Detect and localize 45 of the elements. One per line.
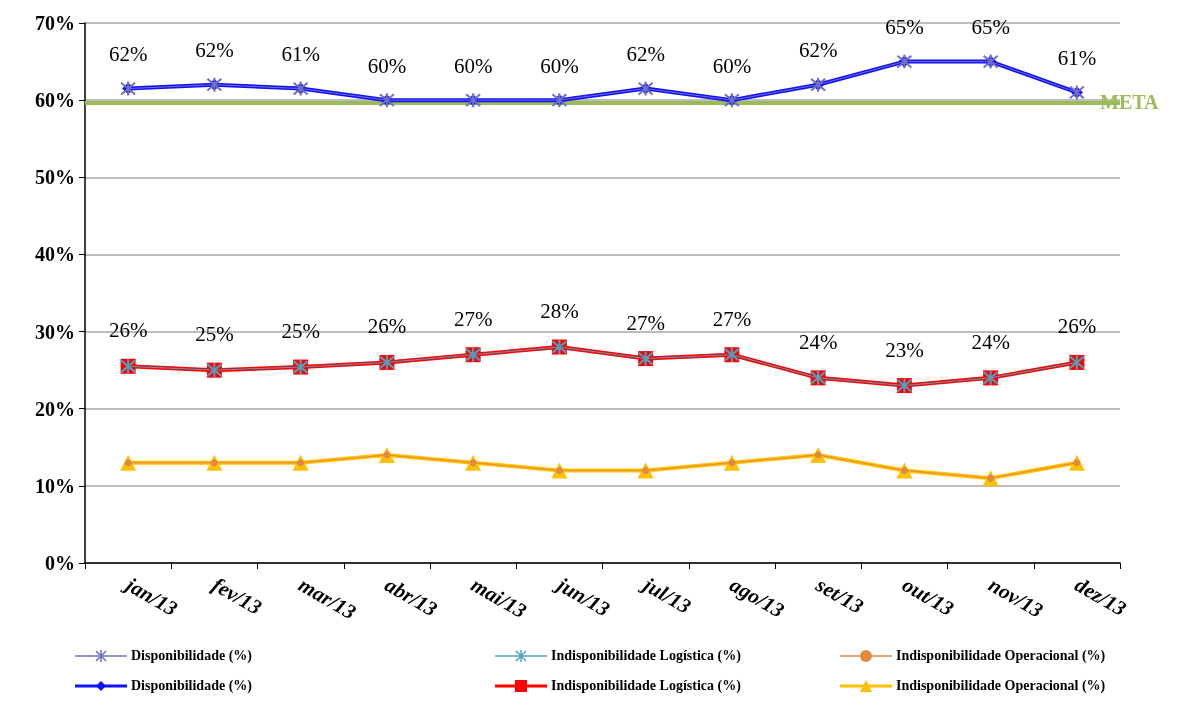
data-label: 27% xyxy=(453,306,493,331)
y-tick-label: 40% xyxy=(35,243,75,266)
legend-label: Indisponibilidade Logística (%) xyxy=(551,678,741,694)
y-tick-label: 70% xyxy=(35,12,75,34)
data-label: 26% xyxy=(108,318,148,343)
data-label: 60% xyxy=(367,53,407,78)
data-label: 62% xyxy=(195,38,234,63)
y-tick-label: 20% xyxy=(35,397,75,420)
data-label: 28% xyxy=(540,299,579,323)
data-label: 65% xyxy=(885,15,924,40)
y-tick-label: 10% xyxy=(35,474,75,497)
data-label: 62% xyxy=(798,38,838,63)
y-tick-label: 30% xyxy=(35,320,75,343)
data-label: 61% xyxy=(281,42,320,67)
data-label: 25% xyxy=(195,322,234,347)
x-tick-label: fev/13 xyxy=(208,572,266,620)
data-label: 23% xyxy=(885,337,924,362)
data-label: 26% xyxy=(1057,314,1097,339)
x-tick-label: set/13 xyxy=(811,572,868,619)
legend-label: Indisponibilidade Logística (%) xyxy=(551,648,741,664)
data-label: 65% xyxy=(971,15,1010,40)
data-label: 25% xyxy=(281,319,320,344)
data-label: 62% xyxy=(626,42,665,67)
legend-label: Indisponibilidade Operacional (%) xyxy=(896,678,1106,694)
y-tick-label: 0% xyxy=(45,552,75,574)
y-tick-label: 50% xyxy=(35,166,75,189)
x-tick-label: jul/13 xyxy=(637,571,696,619)
data-label: 60% xyxy=(453,53,493,78)
data-label: 27% xyxy=(626,310,665,335)
data-label: 62% xyxy=(108,42,148,67)
data-label: 27% xyxy=(712,306,752,331)
legend-label: Disponibilidade (%) xyxy=(131,678,252,694)
x-tick-label: ago/13 xyxy=(725,572,789,623)
legend-label: Disponibilidade (%) xyxy=(131,648,252,664)
x-tick-label: abr/13 xyxy=(380,572,442,622)
data-label: 24% xyxy=(971,329,1010,354)
y-tick-label: 60% xyxy=(35,89,75,112)
data-label: 24% xyxy=(798,329,838,354)
data-label: 61% xyxy=(1057,45,1097,70)
data-label: 26% xyxy=(367,314,407,339)
data-label: 60% xyxy=(540,53,579,78)
x-tick-label: out/13 xyxy=(898,572,958,621)
legend-label: Indisponibilidade Operacional (%) xyxy=(896,648,1106,664)
x-tick-label: nov/13 xyxy=(984,572,1048,623)
data-label: 60% xyxy=(712,53,752,78)
